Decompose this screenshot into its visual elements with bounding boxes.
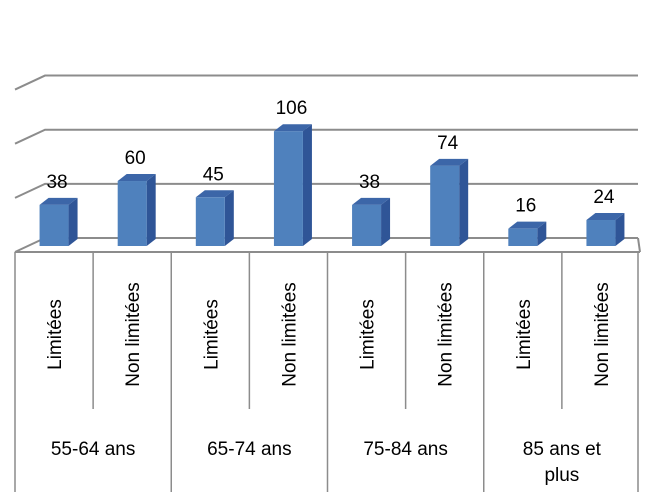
data-label: 106 (276, 98, 308, 119)
bar (195, 190, 234, 246)
bar-top (195, 190, 234, 198)
bar-front (195, 197, 225, 246)
data-label: 38 (46, 172, 67, 193)
data-label: 45 (203, 164, 224, 185)
group-label: 75-84 ans (363, 439, 448, 460)
subcategory-label: Non limitées (123, 282, 144, 387)
bar-side (537, 221, 547, 246)
bar-front (586, 220, 616, 246)
bar-front (117, 181, 147, 246)
bar-top (430, 158, 469, 166)
bar-front (508, 228, 538, 246)
data-label: 24 (593, 187, 615, 208)
bar-side (146, 174, 156, 246)
bar (273, 124, 312, 246)
data-label: 38 (359, 172, 380, 193)
gridline (14, 128, 638, 145)
bar-side (68, 197, 78, 246)
data-label: 16 (515, 196, 536, 217)
bar-side (381, 197, 391, 246)
subcategory-label: Non limitées (592, 282, 613, 387)
subcategory-label: Non limitées (436, 282, 457, 387)
bar-side (302, 124, 312, 246)
bar-side (459, 158, 469, 246)
gridline (14, 74, 638, 91)
bar-front (39, 204, 69, 246)
gridline (14, 182, 638, 199)
subcategory-label: Limitées (514, 299, 535, 370)
subcategory-label: Limitées (358, 299, 379, 370)
bar-top (586, 213, 625, 221)
bar-front (430, 165, 460, 246)
bars (39, 124, 625, 246)
bar-top (273, 124, 312, 132)
data-label: 74 (437, 133, 459, 154)
bar-side (224, 190, 234, 246)
group-label: 65-74 ans (207, 439, 292, 460)
bar (117, 174, 156, 246)
subcategory-label: Non limitées (279, 282, 300, 387)
value-labels: 38 60 45 106 38 74 16 24 (46, 98, 614, 216)
data-label: 60 (125, 148, 146, 169)
bar (352, 197, 391, 246)
subcategory-label: Limitées (45, 299, 66, 370)
bar (39, 197, 78, 246)
group-label: 55-64 ans (51, 439, 136, 460)
bar-top (508, 221, 547, 229)
category-axis-table: Limitées Non limitées Limitées Non limitées… (14, 252, 639, 492)
floor-right-edge (637, 237, 641, 253)
bar (508, 221, 547, 246)
bar-top (117, 174, 156, 182)
bar-side (615, 213, 625, 246)
bar-top (352, 197, 391, 205)
bar-front (352, 204, 382, 246)
bar-top (39, 197, 78, 205)
bar (430, 158, 469, 246)
subcategory-label: Limitées (201, 299, 222, 370)
group-label: 85 ans et plus (523, 439, 602, 486)
bar-front (273, 131, 303, 246)
bar (586, 213, 625, 246)
